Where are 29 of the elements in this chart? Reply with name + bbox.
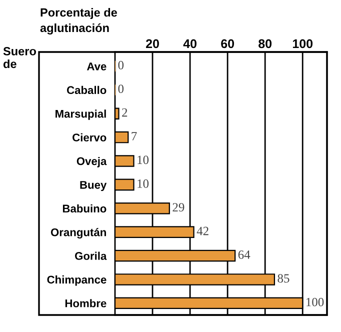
y-tick-label: Oveja	[76, 156, 107, 168]
data-label: 2	[122, 108, 128, 117]
y-tick-label: Ciervo	[72, 133, 106, 142]
x-tick-label: 40	[183, 39, 196, 48]
data-label: 10	[138, 156, 149, 164]
y-axis-title: Suero de	[3, 47, 36, 68]
data-label: 10	[138, 179, 149, 188]
y-tick-label: Gorila	[75, 252, 107, 260]
y-tick-label: Caballo	[66, 86, 106, 94]
y-tick-label: Chimpance	[47, 275, 106, 286]
x-tick-label: 80	[258, 39, 272, 48]
data-label: 0	[118, 60, 124, 70]
x-tick-label: 100	[292, 39, 313, 48]
y-tick-label: Babuino	[62, 204, 106, 213]
data-label: 29	[172, 203, 184, 212]
y-tick-label: Hombre	[65, 299, 106, 308]
data-label: 0	[118, 84, 124, 94]
data-label: 42	[196, 226, 208, 236]
y-tick-label: Ave	[86, 62, 106, 70]
x-tick-label: 20	[146, 39, 159, 48]
y-tick-label: Orangután	[50, 228, 106, 238]
chart-title: Porcentaje de aglutinación	[40, 8, 118, 34]
data-label: 7	[132, 132, 137, 140]
x-tick-label: 60	[221, 39, 234, 48]
y-tick-label: Marsupial	[56, 110, 106, 120]
y-tick-label: Buey	[80, 181, 107, 192]
data-label: 100	[306, 298, 324, 306]
data-label: 64	[238, 250, 250, 259]
data-label: 85	[278, 274, 290, 283]
